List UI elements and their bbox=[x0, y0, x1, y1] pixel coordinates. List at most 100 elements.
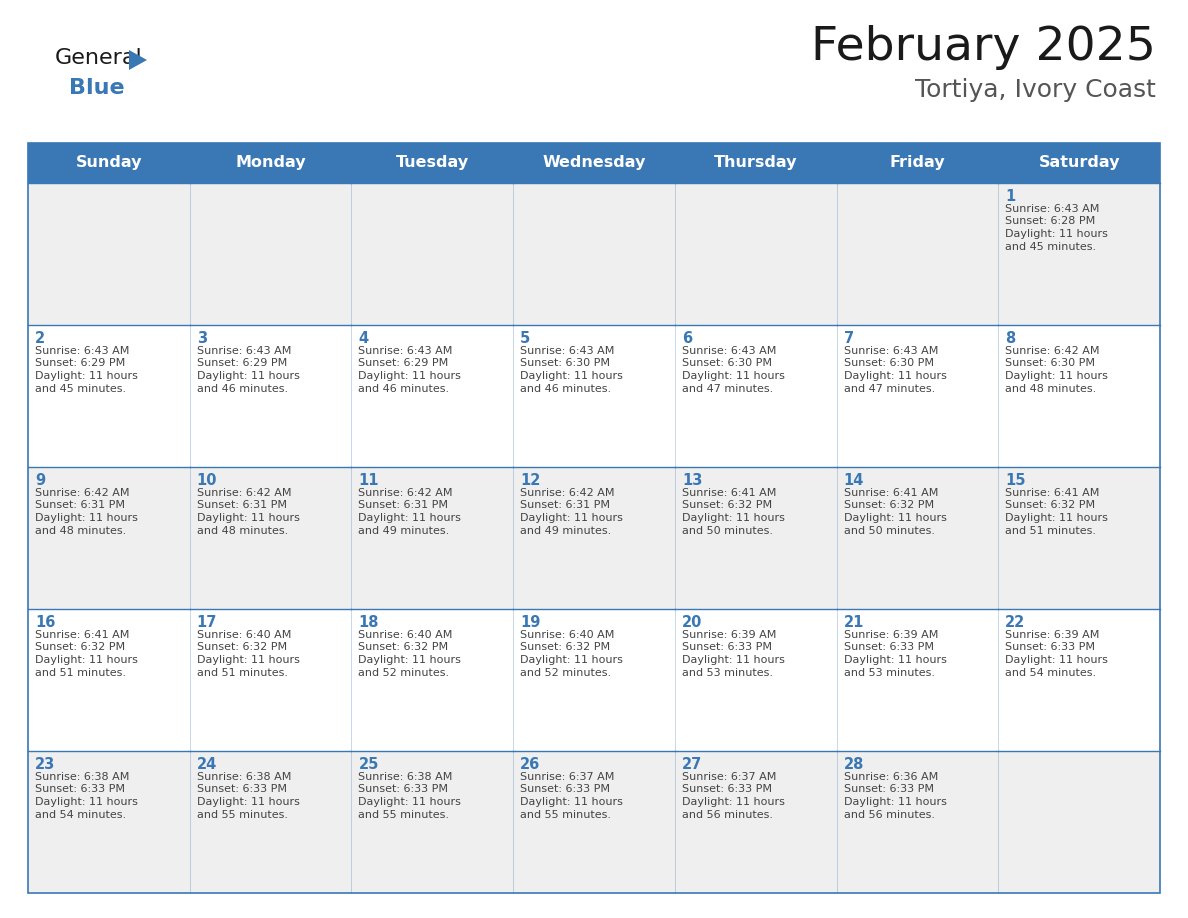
Text: Sunset: 6:32 PM: Sunset: 6:32 PM bbox=[520, 643, 611, 653]
Text: Daylight: 11 hours: Daylight: 11 hours bbox=[359, 371, 461, 381]
Text: Sunrise: 6:39 AM: Sunrise: 6:39 AM bbox=[682, 630, 776, 640]
Text: and 48 minutes.: and 48 minutes. bbox=[1005, 384, 1097, 394]
Text: and 48 minutes.: and 48 minutes. bbox=[34, 525, 126, 535]
Bar bbox=[29, 751, 190, 893]
Text: Sunset: 6:32 PM: Sunset: 6:32 PM bbox=[682, 500, 772, 510]
Bar bbox=[675, 325, 836, 467]
Text: Sunrise: 6:40 AM: Sunrise: 6:40 AM bbox=[359, 630, 453, 640]
Bar bbox=[513, 325, 675, 467]
Bar bbox=[352, 751, 513, 893]
Text: February 2025: February 2025 bbox=[811, 25, 1156, 70]
Text: 12: 12 bbox=[520, 473, 541, 488]
Bar bbox=[29, 467, 190, 609]
Text: and 52 minutes.: and 52 minutes. bbox=[359, 667, 449, 677]
Text: Sunset: 6:33 PM: Sunset: 6:33 PM bbox=[1005, 643, 1095, 653]
Text: 23: 23 bbox=[34, 757, 56, 772]
Text: and 50 minutes.: and 50 minutes. bbox=[682, 525, 773, 535]
Text: 10: 10 bbox=[197, 473, 217, 488]
Text: Sunset: 6:33 PM: Sunset: 6:33 PM bbox=[682, 643, 772, 653]
Text: Sunset: 6:33 PM: Sunset: 6:33 PM bbox=[359, 785, 448, 794]
Bar bbox=[352, 183, 513, 325]
Bar bbox=[836, 609, 998, 751]
Text: Sunset: 6:30 PM: Sunset: 6:30 PM bbox=[1005, 359, 1095, 368]
Text: 18: 18 bbox=[359, 615, 379, 630]
Bar bbox=[836, 325, 998, 467]
Text: and 56 minutes.: and 56 minutes. bbox=[843, 810, 935, 820]
Text: Sunset: 6:29 PM: Sunset: 6:29 PM bbox=[34, 359, 125, 368]
Text: Daylight: 11 hours: Daylight: 11 hours bbox=[34, 371, 138, 381]
Text: 14: 14 bbox=[843, 473, 864, 488]
Bar bbox=[190, 467, 352, 609]
Text: Daylight: 11 hours: Daylight: 11 hours bbox=[1005, 371, 1108, 381]
Text: Sunrise: 6:43 AM: Sunrise: 6:43 AM bbox=[34, 346, 129, 356]
Text: Sunset: 6:33 PM: Sunset: 6:33 PM bbox=[843, 643, 934, 653]
Text: Sunset: 6:32 PM: Sunset: 6:32 PM bbox=[1005, 500, 1095, 510]
Text: Daylight: 11 hours: Daylight: 11 hours bbox=[359, 513, 461, 523]
Text: Sunrise: 6:39 AM: Sunrise: 6:39 AM bbox=[843, 630, 939, 640]
Bar bbox=[513, 467, 675, 609]
Text: Sunset: 6:33 PM: Sunset: 6:33 PM bbox=[843, 785, 934, 794]
Text: Daylight: 11 hours: Daylight: 11 hours bbox=[682, 797, 785, 807]
Text: Daylight: 11 hours: Daylight: 11 hours bbox=[34, 797, 138, 807]
Text: Daylight: 11 hours: Daylight: 11 hours bbox=[197, 371, 299, 381]
Text: Sunrise: 6:37 AM: Sunrise: 6:37 AM bbox=[520, 772, 614, 782]
Text: 13: 13 bbox=[682, 473, 702, 488]
Text: 16: 16 bbox=[34, 615, 56, 630]
Text: Sunrise: 6:42 AM: Sunrise: 6:42 AM bbox=[1005, 346, 1100, 356]
Text: Sunrise: 6:43 AM: Sunrise: 6:43 AM bbox=[520, 346, 614, 356]
Text: 20: 20 bbox=[682, 615, 702, 630]
Text: Daylight: 11 hours: Daylight: 11 hours bbox=[359, 797, 461, 807]
Text: 3: 3 bbox=[197, 331, 207, 346]
Text: Sunrise: 6:40 AM: Sunrise: 6:40 AM bbox=[197, 630, 291, 640]
Text: 4: 4 bbox=[359, 331, 368, 346]
Text: and 45 minutes.: and 45 minutes. bbox=[1005, 241, 1097, 252]
Text: Daylight: 11 hours: Daylight: 11 hours bbox=[520, 655, 623, 665]
Bar bbox=[29, 143, 1159, 183]
Text: Sunrise: 6:36 AM: Sunrise: 6:36 AM bbox=[843, 772, 937, 782]
Text: and 51 minutes.: and 51 minutes. bbox=[197, 667, 287, 677]
Text: 8: 8 bbox=[1005, 331, 1016, 346]
Text: Sunrise: 6:42 AM: Sunrise: 6:42 AM bbox=[359, 488, 453, 498]
Text: Daylight: 11 hours: Daylight: 11 hours bbox=[682, 371, 785, 381]
Text: Sunset: 6:31 PM: Sunset: 6:31 PM bbox=[359, 500, 448, 510]
Text: Daylight: 11 hours: Daylight: 11 hours bbox=[1005, 229, 1108, 239]
Text: Tuesday: Tuesday bbox=[396, 155, 469, 171]
Text: Sunset: 6:28 PM: Sunset: 6:28 PM bbox=[1005, 217, 1095, 227]
Text: Sunset: 6:29 PM: Sunset: 6:29 PM bbox=[359, 359, 449, 368]
Text: and 53 minutes.: and 53 minutes. bbox=[843, 667, 935, 677]
Text: 17: 17 bbox=[197, 615, 217, 630]
Text: Friday: Friday bbox=[890, 155, 946, 171]
Text: 21: 21 bbox=[843, 615, 864, 630]
Text: Sunset: 6:30 PM: Sunset: 6:30 PM bbox=[843, 359, 934, 368]
Text: Daylight: 11 hours: Daylight: 11 hours bbox=[843, 513, 947, 523]
Text: Tortiya, Ivory Coast: Tortiya, Ivory Coast bbox=[915, 78, 1156, 102]
Text: Sunset: 6:31 PM: Sunset: 6:31 PM bbox=[34, 500, 125, 510]
Text: Sunrise: 6:41 AM: Sunrise: 6:41 AM bbox=[843, 488, 939, 498]
Bar bbox=[513, 751, 675, 893]
Text: Sunrise: 6:41 AM: Sunrise: 6:41 AM bbox=[1005, 488, 1100, 498]
Bar bbox=[29, 183, 190, 325]
Text: 11: 11 bbox=[359, 473, 379, 488]
Text: Sunset: 6:32 PM: Sunset: 6:32 PM bbox=[197, 643, 286, 653]
Text: Sunset: 6:32 PM: Sunset: 6:32 PM bbox=[359, 643, 449, 653]
Text: Sunrise: 6:41 AM: Sunrise: 6:41 AM bbox=[34, 630, 129, 640]
Text: Daylight: 11 hours: Daylight: 11 hours bbox=[197, 513, 299, 523]
Text: Daylight: 11 hours: Daylight: 11 hours bbox=[359, 655, 461, 665]
Bar bbox=[352, 609, 513, 751]
Text: 6: 6 bbox=[682, 331, 691, 346]
Text: Sunset: 6:33 PM: Sunset: 6:33 PM bbox=[682, 785, 772, 794]
Text: 24: 24 bbox=[197, 757, 217, 772]
Text: Saturday: Saturday bbox=[1038, 155, 1120, 171]
Text: and 54 minutes.: and 54 minutes. bbox=[34, 810, 126, 820]
Bar bbox=[998, 325, 1159, 467]
Bar bbox=[675, 609, 836, 751]
Text: Sunrise: 6:42 AM: Sunrise: 6:42 AM bbox=[197, 488, 291, 498]
Text: Sunrise: 6:38 AM: Sunrise: 6:38 AM bbox=[34, 772, 129, 782]
Text: Daylight: 11 hours: Daylight: 11 hours bbox=[843, 655, 947, 665]
Text: and 52 minutes.: and 52 minutes. bbox=[520, 667, 612, 677]
Text: Daylight: 11 hours: Daylight: 11 hours bbox=[1005, 513, 1108, 523]
Text: Sunrise: 6:40 AM: Sunrise: 6:40 AM bbox=[520, 630, 614, 640]
Text: General: General bbox=[55, 48, 143, 68]
Text: Sunrise: 6:38 AM: Sunrise: 6:38 AM bbox=[197, 772, 291, 782]
Text: Daylight: 11 hours: Daylight: 11 hours bbox=[34, 655, 138, 665]
